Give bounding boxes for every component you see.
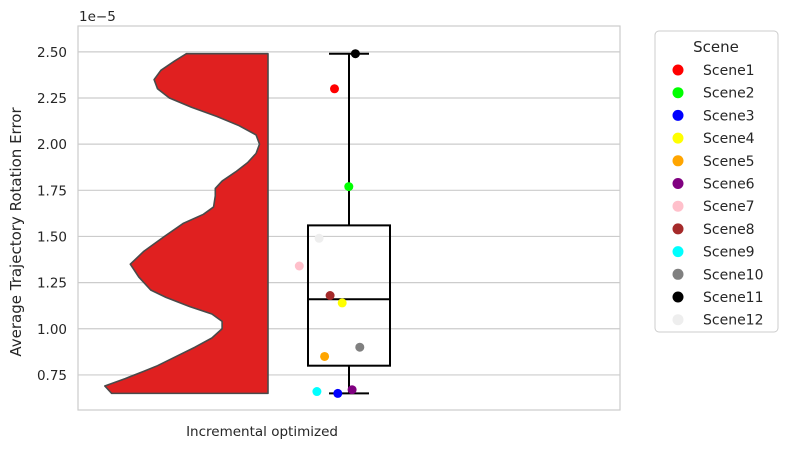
legend-marker-scene5 xyxy=(672,155,684,167)
legend-title: Scene xyxy=(693,38,739,56)
legend-label-scene10: Scene10 xyxy=(703,267,764,283)
legend-label-scene2: Scene2 xyxy=(703,86,755,102)
legend-label-scene11: Scene11 xyxy=(703,290,764,306)
legend-label-scene6: Scene6 xyxy=(703,177,755,193)
point-scene2 xyxy=(344,182,354,192)
y-tick-label: 1.00 xyxy=(37,322,67,338)
point-scene1 xyxy=(330,84,339,94)
legend: Scene Scene1Scene2Scene3Scene4Scene5Scen… xyxy=(654,30,779,333)
legend-label-scene1: Scene1 xyxy=(703,63,755,79)
legend-label-scene3: Scene3 xyxy=(703,108,755,124)
point-scene10 xyxy=(355,342,365,352)
legend-marker-scene12 xyxy=(672,314,684,326)
y-tick-label: 2.50 xyxy=(37,45,67,61)
legend-marker-scene4 xyxy=(672,132,684,144)
y-tick-label: 0.75 xyxy=(37,368,67,384)
y-tick-label: 2.00 xyxy=(37,137,67,153)
legend-label-scene12: Scene12 xyxy=(703,313,764,329)
legend-marker-scene10 xyxy=(672,268,684,280)
plot-frame xyxy=(77,25,621,411)
legend-marker-scene6 xyxy=(672,178,684,189)
point-scene9 xyxy=(312,387,322,397)
legend-marker-scene2 xyxy=(672,87,684,99)
y-axis-label: Average Trajectory Rotation Error xyxy=(7,107,25,357)
point-scene4 xyxy=(337,298,347,308)
legend-marker-scene8 xyxy=(672,223,684,235)
legend-marker-scene3 xyxy=(672,109,684,121)
point-scene12 xyxy=(314,233,324,243)
y-tick-labels: 0.75 1.00 1.25 1.50 1.75 2.00 2.25 2.50 xyxy=(37,45,67,384)
legend-label-scene4: Scene4 xyxy=(703,131,755,147)
point-scene8 xyxy=(325,291,335,301)
legend-marker-scene1 xyxy=(672,64,684,76)
point-scene5 xyxy=(320,351,330,361)
violin-shape xyxy=(104,52,269,395)
legend-label-scene8: Scene8 xyxy=(703,222,755,238)
x-tick-label: Incremental optimized xyxy=(186,424,338,440)
y-tick-label: 2.25 xyxy=(37,91,67,107)
legend-label-scene5: Scene5 xyxy=(703,154,755,170)
violin-plot xyxy=(104,52,269,395)
y-tick-label: 1.75 xyxy=(37,183,67,199)
point-scene6 xyxy=(347,385,357,395)
point-scene3 xyxy=(333,388,343,398)
y-offset-label: 1e−5 xyxy=(79,9,116,25)
y-tick-label: 1.25 xyxy=(37,276,67,292)
strip-points xyxy=(294,49,365,398)
legend-items: Scene1 Scene2 Scene3 Scene4 Scene5 Scene6 Scen… xyxy=(672,63,764,329)
point-scene7 xyxy=(294,261,304,271)
box-iqr xyxy=(307,224,391,367)
legend-marker-scene9 xyxy=(672,246,684,258)
y-tick-label: 1.50 xyxy=(37,229,67,245)
legend-marker-scene11 xyxy=(672,291,684,303)
legend-marker-scene7 xyxy=(672,200,684,212)
legend-frame xyxy=(654,30,779,333)
point-scene11 xyxy=(350,49,360,59)
legend-label-scene7: Scene7 xyxy=(703,199,755,215)
legend-label-scene9: Scene9 xyxy=(703,245,755,261)
